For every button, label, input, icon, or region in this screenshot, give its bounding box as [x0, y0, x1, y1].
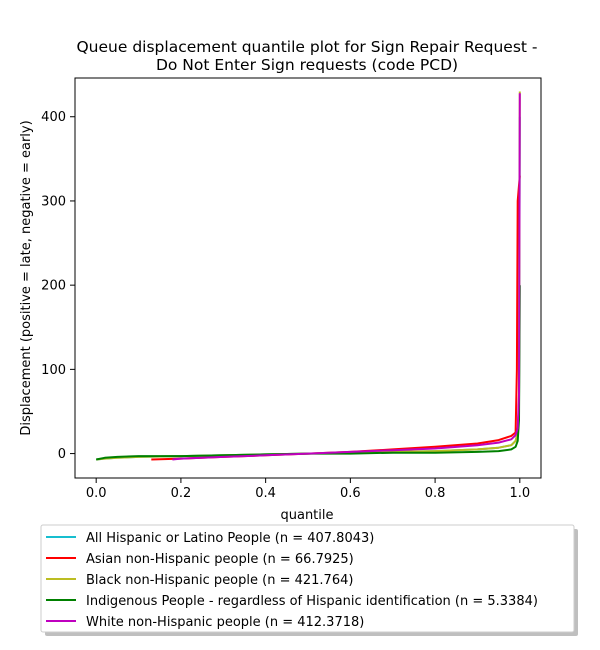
- series-layer: [96, 91, 521, 461]
- x-tick-label: 0.2: [171, 486, 192, 501]
- chart-title-line-2: Do Not Enter Sign requests (code PCD): [156, 56, 458, 74]
- legend-label-4: White non-Hispanic people (n = 412.3718): [86, 615, 364, 630]
- x-tick-label: 0.0: [86, 486, 107, 501]
- y-tick-label: 0: [58, 447, 66, 462]
- legend-label-2: Black non-Hispanic people (n = 421.764): [86, 573, 353, 588]
- series-line-3: [96, 285, 521, 461]
- legend-label-3: Indigenous People - regardless of Hispan…: [86, 594, 538, 609]
- series-line-0: [96, 116, 521, 461]
- plot-frame: [74, 77, 542, 479]
- x-tick-label: 0.8: [425, 486, 446, 501]
- series-line-2: [96, 91, 521, 461]
- legend: All Hispanic or Latino People (n = 407.8…: [40, 524, 578, 636]
- y-axis-label: Displacement (positive = late, negative …: [19, 120, 34, 435]
- x-tick-label: 1.0: [509, 486, 530, 501]
- x-tick-label: 0.4: [255, 486, 276, 501]
- y-tick-label: 200: [41, 279, 66, 294]
- x-axis-label: quantile: [280, 508, 333, 523]
- chart-title-line-1: Queue displacement quantile plot for Sig…: [76, 38, 537, 56]
- y-tick-label: 300: [41, 194, 66, 209]
- y-tick-label: 100: [41, 363, 66, 378]
- series-line-1: [151, 175, 521, 461]
- y-tick-label: 400: [41, 110, 66, 125]
- x-tick-label: 0.6: [340, 486, 361, 501]
- legend-label-0: All Hispanic or Latino People (n = 407.8…: [86, 531, 374, 546]
- legend-items: All Hispanic or Latino People (n = 407.8…: [46, 531, 538, 630]
- legend-box: [40, 524, 575, 633]
- ticks-layer: 0.0 0.2 0.4 0.6 0.8 1.0 0 100 200 300 400: [41, 110, 530, 501]
- legend-label-1: Asian non-Hispanic people (n = 66.7925): [86, 552, 354, 567]
- series-line-4: [172, 93, 521, 461]
